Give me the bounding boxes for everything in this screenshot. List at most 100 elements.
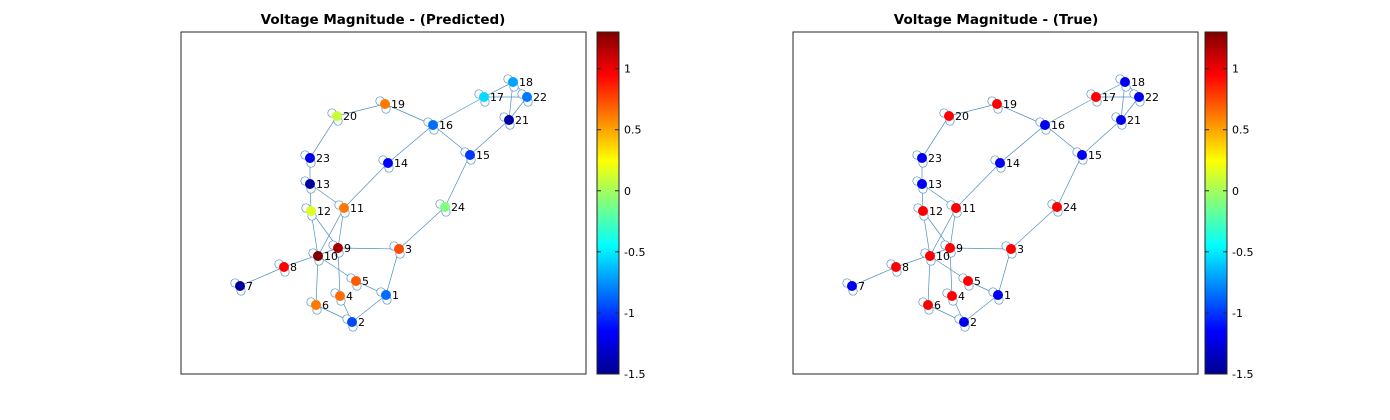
node-label-5: 5 xyxy=(362,275,369,288)
node-label-17: 17 xyxy=(490,91,504,104)
colorbar-tick-label: 0 xyxy=(624,185,631,198)
edge-1-2 xyxy=(963,294,999,323)
node-label-2: 2 xyxy=(358,316,365,329)
edge-20-23 xyxy=(921,115,950,159)
node-label-12: 12 xyxy=(317,205,331,218)
node-17 xyxy=(1091,92,1101,102)
panel-predicted: Voltage Magnitude - (Predicted) 12345678… xyxy=(180,12,645,381)
node-label-23: 23 xyxy=(928,152,942,165)
edge-10-11 xyxy=(317,207,345,257)
node-label-18: 18 xyxy=(519,76,533,89)
node-20 xyxy=(944,111,954,121)
node-label-8: 8 xyxy=(290,261,297,274)
node-label-2: 2 xyxy=(970,316,977,329)
node-2 xyxy=(959,317,969,327)
node-10 xyxy=(925,251,935,261)
node-3 xyxy=(1006,244,1016,254)
node-18 xyxy=(508,77,518,87)
node-8 xyxy=(891,262,901,272)
node-22 xyxy=(1134,92,1144,102)
node-label-19: 19 xyxy=(1003,98,1017,111)
edge-14-16 xyxy=(387,124,434,164)
node-15 xyxy=(465,150,475,160)
edge-8-9 xyxy=(283,247,339,268)
edge-17-18 xyxy=(483,81,514,98)
graph-axes-predicted xyxy=(180,31,587,375)
node-label-20: 20 xyxy=(343,110,357,123)
node-2 xyxy=(347,317,357,327)
edge-11-14 xyxy=(955,162,1001,209)
colorbar-tick-label: -0.5 xyxy=(624,246,645,259)
edge-7-8 xyxy=(239,266,285,287)
node-4 xyxy=(947,291,957,301)
panel-title-true: Voltage Magnitude - (True) xyxy=(894,12,1099,28)
node-16 xyxy=(428,120,438,130)
node-label-24: 24 xyxy=(1063,201,1077,214)
node-label-5: 5 xyxy=(974,275,981,288)
node-6 xyxy=(311,300,321,310)
node-14 xyxy=(995,158,1005,168)
node-label-24: 24 xyxy=(451,201,465,214)
node-24 xyxy=(1052,202,1062,212)
node-13 xyxy=(917,179,927,189)
node-15 xyxy=(1077,150,1087,160)
node-label-3: 3 xyxy=(405,243,412,256)
node-label-6: 6 xyxy=(934,299,941,312)
edge-15-21 xyxy=(469,119,510,156)
edge-7-8 xyxy=(851,266,897,287)
node-10 xyxy=(313,251,323,261)
colorbar-tick-label: 0 xyxy=(1232,185,1239,198)
node-label-14: 14 xyxy=(1006,157,1020,170)
node-8 xyxy=(279,262,289,272)
node-14 xyxy=(383,158,393,168)
edge-15-21 xyxy=(1081,119,1122,156)
node-label-3: 3 xyxy=(1017,243,1024,256)
node-4 xyxy=(335,291,345,301)
node-22 xyxy=(522,92,532,102)
node-7 xyxy=(847,281,857,291)
node-5 xyxy=(963,276,973,286)
edge-15-24 xyxy=(1056,154,1083,208)
node-label-15: 15 xyxy=(476,149,490,162)
node-label-7: 7 xyxy=(246,280,253,293)
colorbar-true: -1.5 -1 -0.5 0 0.5 1 xyxy=(1204,31,1253,381)
edge-3-9 xyxy=(337,247,400,250)
edge-19-20 xyxy=(336,103,386,117)
node-21 xyxy=(504,115,514,125)
node-19 xyxy=(992,99,1002,109)
node-11 xyxy=(951,203,961,213)
colorbar-ticks-true: -1.5 -1 -0.5 0 0.5 1 xyxy=(1205,63,1253,381)
node-label-22: 22 xyxy=(533,91,547,104)
edge-3-24 xyxy=(398,206,446,250)
node-label-13: 13 xyxy=(316,178,330,191)
node-label-23: 23 xyxy=(316,152,330,165)
colorbar-tick-label: -1.5 xyxy=(1232,368,1253,381)
edge-3-9 xyxy=(949,247,1012,250)
node-18 xyxy=(1120,77,1130,87)
node-12 xyxy=(306,206,316,216)
node-9 xyxy=(333,243,343,253)
node-label-6: 6 xyxy=(322,299,329,312)
colorbar-ticks-predicted: -1.5 -1 -0.5 0 0.5 1 xyxy=(597,63,645,381)
nodes-true xyxy=(847,77,1144,327)
node-1 xyxy=(381,290,391,300)
colorbar-tick-label: -1 xyxy=(1232,307,1243,320)
edge-20-23 xyxy=(309,115,338,159)
node-label-8: 8 xyxy=(902,261,909,274)
node-1 xyxy=(993,290,1003,300)
node-label-4: 4 xyxy=(346,290,353,303)
graph-axes-true xyxy=(792,31,1199,375)
colorbar-tick-label: -1 xyxy=(624,307,635,320)
edge-1-2 xyxy=(351,294,387,323)
node-11 xyxy=(339,203,349,213)
node-label-7: 7 xyxy=(858,280,865,293)
node-23 xyxy=(305,153,315,163)
edge-8-9 xyxy=(895,247,951,268)
node-label-4: 4 xyxy=(958,290,965,303)
colorbar-frame-predicted xyxy=(596,31,620,375)
edge-10-11 xyxy=(929,207,957,257)
colorbar-tick-label: 1 xyxy=(1232,63,1239,76)
edge-17-18 xyxy=(1095,81,1126,98)
